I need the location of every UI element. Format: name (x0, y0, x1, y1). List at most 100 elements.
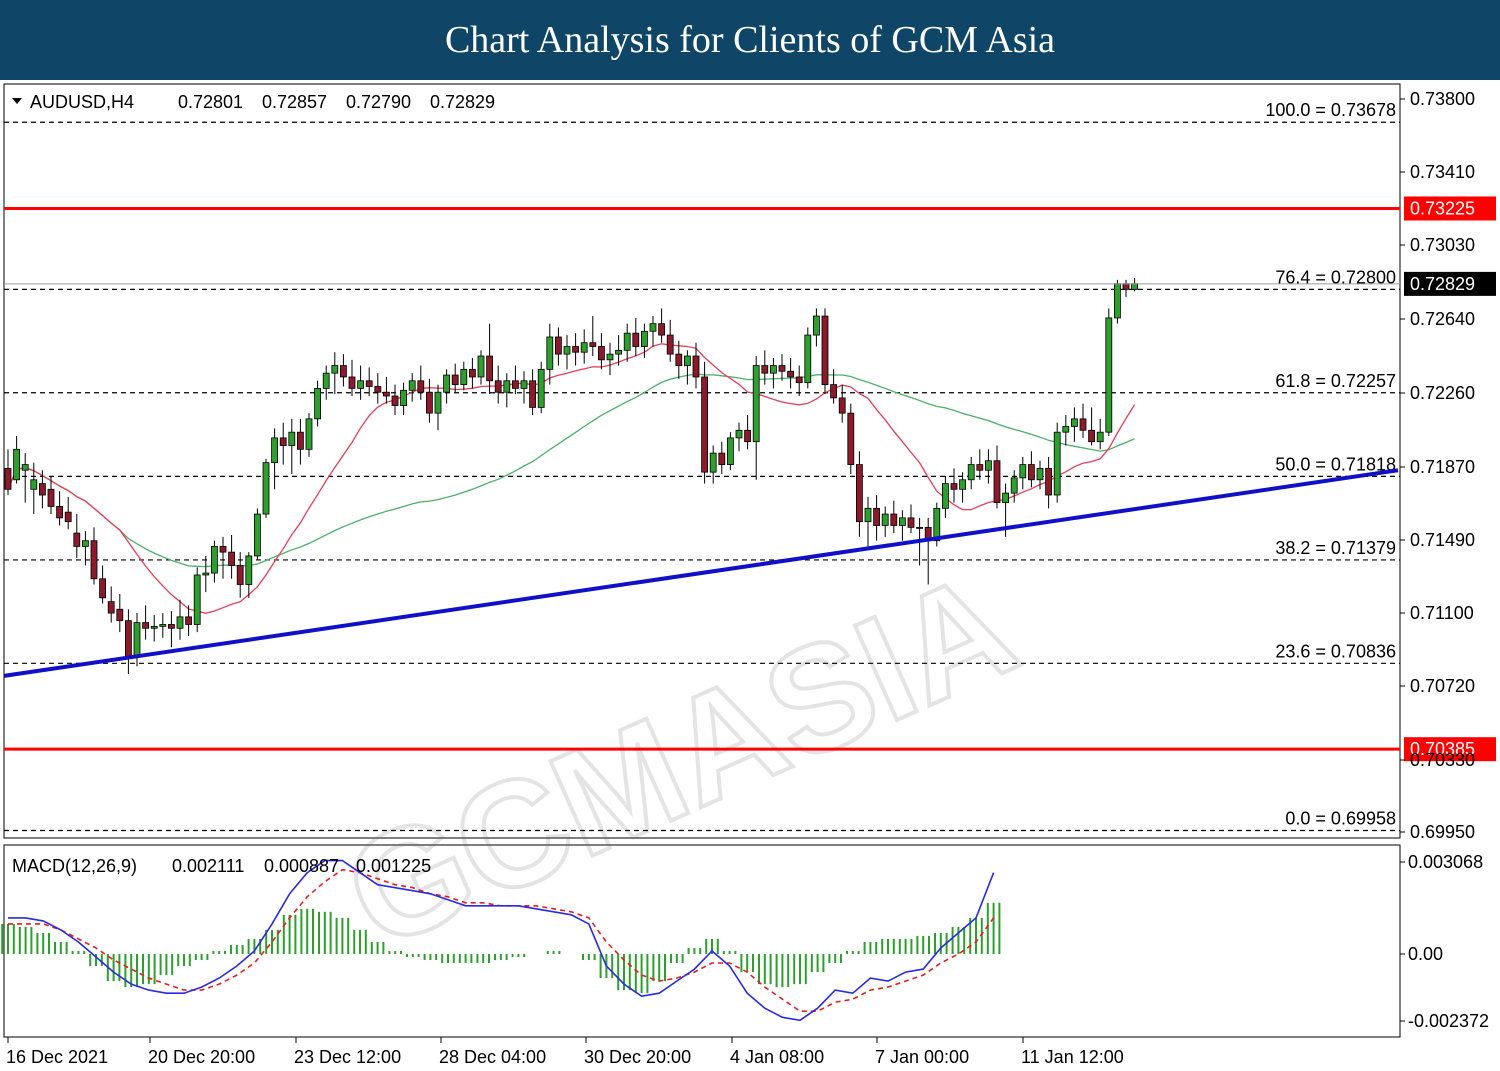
candle-body (193, 574, 201, 625)
macd-axis-label: 0.00 (1408, 944, 1443, 964)
candle-body (959, 479, 966, 490)
candle-body (589, 342, 597, 347)
candle-body (271, 437, 279, 464)
candle-body (460, 368, 468, 385)
candle-body (236, 565, 244, 585)
fib-level-label: 0.0 = 0.69958 (1285, 808, 1396, 828)
candle-body (950, 483, 958, 490)
candle-body (47, 488, 55, 507)
candle-body (563, 346, 571, 355)
candle-body (90, 540, 98, 580)
candle-body (1122, 283, 1130, 290)
candle-body (847, 412, 855, 465)
candle-body (185, 616, 193, 625)
candle-body (718, 452, 726, 465)
candle-body (494, 380, 502, 393)
ohlc-value: 0.72790 (346, 92, 411, 112)
dropdown-triangle-icon (12, 98, 22, 104)
candle-body (632, 332, 640, 347)
candle-body (856, 464, 863, 523)
candle-body (99, 578, 106, 599)
candle-body (1096, 431, 1104, 443)
candle-body (572, 346, 579, 353)
candle-body (821, 315, 829, 385)
candle-body (159, 624, 167, 627)
candle-body (727, 437, 734, 465)
candle-body (21, 464, 29, 471)
price-axis-label: 0.69950 (1410, 822, 1475, 842)
candle-body (615, 349, 622, 355)
candle-body (658, 323, 665, 336)
candle-body (253, 513, 261, 557)
ma-slow-line (7, 373, 1135, 568)
candles-group (4, 277, 1138, 674)
candle-body (881, 513, 889, 526)
candle-body (512, 380, 519, 389)
price-axis-label: 0.72260 (1410, 383, 1475, 403)
candle-body (641, 330, 648, 347)
time-axis-label: 28 Dec 04:00 (439, 1047, 546, 1067)
price-level-tag-text: 0.70385 (1410, 739, 1475, 759)
candle-body (425, 391, 433, 414)
candle-body (537, 368, 545, 408)
macd-signal-value: 0.000887 (264, 856, 339, 876)
ohlc-value: 0.72829 (430, 92, 495, 112)
ohlc-value: 0.72857 (262, 92, 327, 112)
candle-body (4, 467, 12, 490)
fib-level-label: 61.8 = 0.72257 (1275, 371, 1396, 391)
candle-body (339, 365, 347, 378)
candle-body (701, 376, 708, 473)
candle-body (56, 506, 63, 519)
candle-body (1088, 429, 1095, 443)
candle-body (443, 374, 451, 393)
candle-body (279, 437, 287, 446)
time-axis-label: 11 Jan 12:00 (1021, 1047, 1124, 1067)
candle-body (477, 355, 485, 378)
candle-body (993, 460, 1001, 504)
fib-level-label: 23.6 = 0.70836 (1275, 641, 1396, 661)
symbol-title: AUDUSD,H4 (30, 92, 134, 112)
candle-body (967, 464, 975, 481)
price-level-tag (1404, 737, 1496, 762)
candle-body (985, 460, 992, 471)
candle-body (933, 507, 941, 542)
candle-body (692, 355, 700, 378)
candle-body (770, 365, 777, 374)
fib-level-label: 50.0 = 0.71818 (1275, 454, 1396, 474)
time-axis-label: 4 Jan 08:00 (730, 1047, 824, 1067)
candle-body (219, 546, 227, 553)
candle-body (649, 323, 657, 332)
candle-body (598, 346, 605, 361)
current-price-tag-text: 0.72829 (1410, 274, 1475, 294)
candle-body (322, 372, 330, 389)
candle-body (13, 448, 21, 481)
ohlc-value: 0.72801 (178, 92, 243, 112)
candle-body (150, 625, 158, 629)
candle-body (916, 526, 923, 529)
macd-main-value: 0.002111 (172, 856, 244, 876)
macd-main-line (8, 859, 995, 1022)
price-axis-label: 0.73410 (1410, 162, 1475, 182)
header-banner (0, 0, 1500, 80)
candle-body (1062, 426, 1070, 433)
candle-body (374, 386, 382, 393)
time-axis-label: 7 Jan 00:00 (875, 1047, 969, 1067)
price-axis-label: 0.72640 (1410, 309, 1475, 329)
candle-body (167, 624, 175, 629)
candle-body (391, 395, 399, 406)
price-axis-label: 0.70720 (1410, 676, 1475, 696)
candle-body (744, 429, 751, 443)
candle-body (365, 380, 373, 387)
candle-body (795, 376, 803, 384)
price-axis-label: 0.73800 (1410, 89, 1475, 109)
candle-body (838, 397, 846, 414)
candle-body (107, 601, 115, 614)
time-axis-label: 30 Dec 20:00 (584, 1047, 691, 1067)
candle-body (142, 622, 150, 629)
candle-body (1019, 464, 1027, 479)
candle-body (890, 513, 898, 526)
candle-body (1114, 283, 1121, 319)
candle-body (529, 380, 536, 408)
candle-body (288, 431, 296, 446)
